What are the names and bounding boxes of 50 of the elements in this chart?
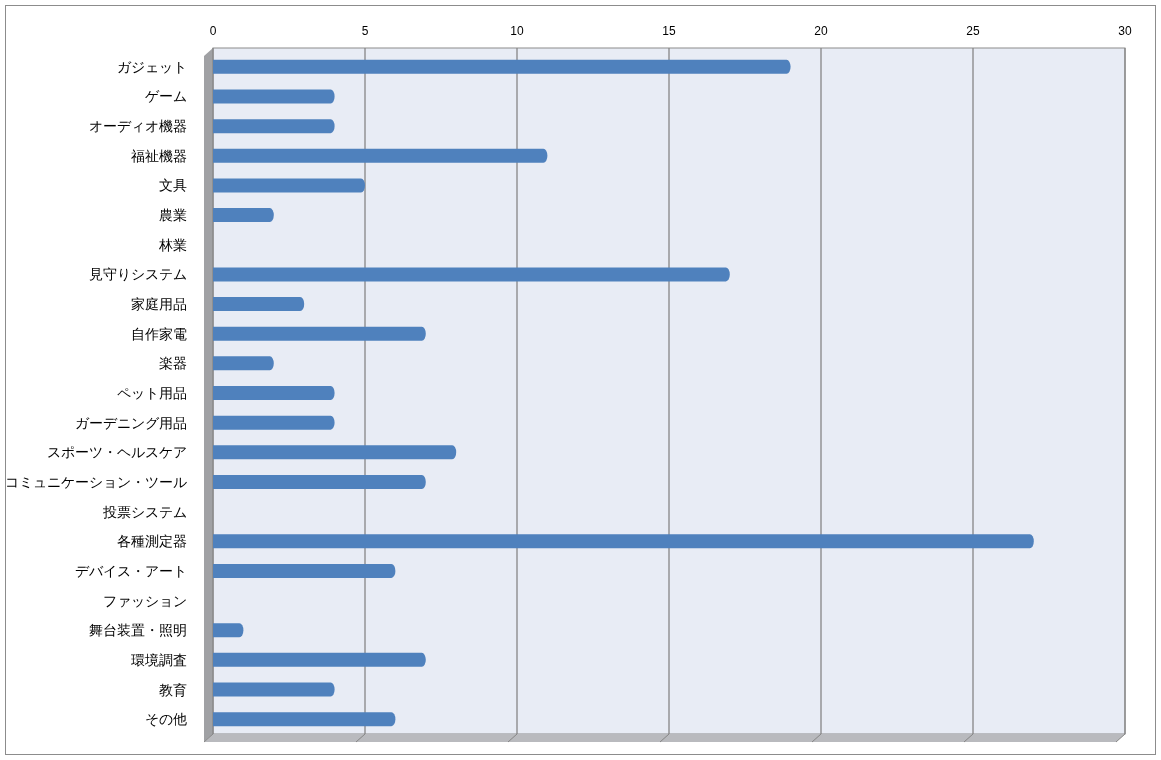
- y-tick-label: オーディオ機器: [89, 118, 187, 135]
- x-tick-label: 25: [966, 24, 980, 38]
- y-tick-label: デバイス・アート: [75, 562, 187, 579]
- y-tick-label: ガジェット: [117, 58, 187, 75]
- y-tick-label: 林業: [158, 236, 187, 253]
- bar: [213, 623, 244, 638]
- bar: [213, 89, 335, 104]
- y-tick-label: ペット用品: [117, 385, 187, 401]
- bar: [213, 386, 335, 400]
- x-tick-label: 30: [1118, 24, 1132, 38]
- bar: [213, 119, 335, 134]
- bar: [213, 415, 335, 430]
- y-tick-label: 農業: [159, 207, 187, 224]
- y-tick-label: 福祉機器: [131, 147, 187, 164]
- y-tick-label: ゲーム: [145, 88, 187, 105]
- bar: [213, 267, 730, 282]
- bar: [213, 712, 396, 727]
- bar: [213, 178, 365, 193]
- bar: [213, 208, 274, 223]
- y-tick-label: 舞台装置・照明: [89, 622, 187, 639]
- y-tick-label: 投票システム: [102, 503, 187, 520]
- y-tick-label: 文具: [159, 177, 187, 194]
- x-tick-label: 0: [209, 24, 217, 38]
- y-tick-label: 楽器: [159, 355, 187, 372]
- x-tick-label: 10: [510, 24, 524, 38]
- x-tick-label: 15: [662, 24, 676, 38]
- bar: [213, 652, 426, 667]
- y-tick-label: コミュニケーション・ツール: [5, 473, 187, 490]
- y-tick-label: 各種測定器: [117, 533, 187, 550]
- bar: [213, 59, 791, 74]
- x-tick-label: 20: [814, 24, 828, 38]
- bar: [213, 534, 1034, 549]
- x-tick-label: 5: [361, 24, 369, 38]
- bar: [213, 445, 457, 460]
- bar: [213, 563, 396, 578]
- bar: [213, 474, 426, 489]
- y-tick-label: 教育: [159, 681, 187, 698]
- bar: [213, 148, 548, 163]
- y-tick-label: ファッション: [103, 592, 187, 609]
- y-tick-label: その他: [145, 711, 187, 728]
- y-tick-label: 自作家電: [131, 325, 187, 342]
- y-tick-label: 見守りシステム: [89, 266, 187, 283]
- bar: [213, 297, 305, 312]
- bar: [213, 682, 335, 697]
- y-tick-label: 環境調査: [131, 651, 187, 668]
- y-tick-label: 家庭用品: [131, 296, 187, 313]
- bar: [213, 326, 426, 341]
- y-tick-label: スポーツ・ヘルスケア: [47, 444, 187, 461]
- bar: [213, 356, 274, 371]
- y-tick-label: ガーデニング用品: [75, 414, 187, 431]
